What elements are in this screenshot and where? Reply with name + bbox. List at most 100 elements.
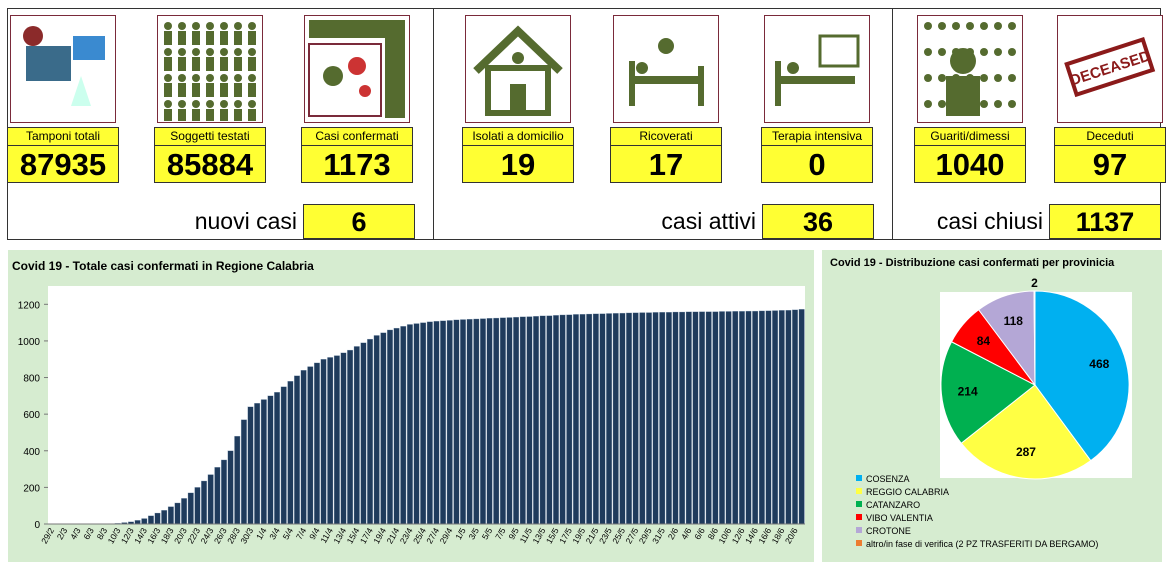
bar [460,319,466,525]
icon-graphic [629,38,704,106]
summary: casi attivi 36 [661,203,874,240]
bar [294,375,300,525]
bar [480,318,486,525]
stat-card: Casi confermati 1173 [301,15,413,183]
stat-card: Isolati a domicilio 19 [462,15,574,183]
icon [917,15,1023,123]
bar [599,313,606,525]
pie-slice [1034,290,1130,462]
bar [426,321,433,525]
bar [792,309,798,525]
bar [267,395,274,525]
bar [287,381,294,525]
bar [280,386,287,525]
card-label: Casi confermati [301,127,413,146]
pie-slice [1033,290,1036,386]
bar [486,318,493,525]
bar [161,510,168,525]
bar [360,342,367,525]
card-label: Ricoverati [610,127,722,146]
icon [613,15,719,123]
card-value: 17 [610,146,722,183]
bar [778,310,785,525]
summary-value: 6 [303,204,415,239]
icon-graphic [164,22,256,123]
bar [553,315,559,525]
y-tick-label: 0 [34,520,40,531]
card-value: 85884 [154,146,266,183]
bar [652,312,659,525]
bar [181,498,188,525]
legend-swatch [856,501,862,507]
legend-swatch [856,527,862,533]
bar [639,312,646,525]
bar [732,311,739,525]
bar [313,362,320,525]
bar-chart: Covid 19 - Totale casi confermati in Reg… [8,250,814,562]
bar [221,459,227,525]
bar [526,316,533,525]
bar [367,338,373,525]
stat-card: Terapia intensiva 0 [761,15,873,183]
bar [413,323,420,525]
summary: casi chiusi 1137 [937,203,1161,240]
y-tick-label: 400 [23,447,40,458]
bar [174,502,181,525]
card-label: Isolati a domicilio [462,127,574,146]
stat-card: Ricoverati 17 [610,15,722,183]
bar [592,313,599,525]
pie-slice [960,384,1092,480]
bar [679,311,686,525]
bar [420,322,427,525]
bar [201,480,207,525]
summary-label: casi chiusi [936,208,1043,234]
value-label: 214 [958,384,978,398]
legend-label: REGGIO CALABRIA [866,487,949,497]
bar [446,320,453,525]
bar [632,312,639,525]
plot-area [48,286,805,524]
bar [646,312,652,525]
bar [519,316,526,525]
bar [406,324,413,525]
card-value: 0 [761,146,873,183]
bar [167,506,174,525]
icon [157,15,263,123]
icon-graphic: DECEASED [1064,36,1156,98]
legend-swatch [856,540,862,546]
stat-card: Soggetti testati 85884 [154,15,266,183]
bar [274,392,281,525]
bar [659,312,666,525]
summary-label: casi attivi [661,208,756,234]
bar [234,435,241,525]
bar [387,329,393,525]
bar [798,309,805,525]
bar [333,355,340,525]
card-label: Terapia intensiva [761,127,873,146]
bar [373,335,380,525]
bar [320,359,327,525]
bar [307,366,314,525]
bar [187,492,194,525]
bar [353,346,360,525]
bar [260,399,267,525]
card-label: Deceduti [1054,127,1166,146]
bar [400,326,407,525]
bar [327,357,334,525]
icon [465,15,571,123]
bar [393,327,400,525]
stat-card: Tamponi totali 87935 [7,15,119,183]
bar [380,332,387,525]
icon [304,15,410,123]
bar [772,310,779,525]
panel [892,8,1161,240]
bar [758,310,765,525]
y-tick-label: 1000 [18,337,41,348]
icon-graphic [473,25,563,116]
bar [227,450,234,525]
bar [705,311,712,525]
bar [579,314,586,525]
icon-graphic [23,26,105,106]
legend-swatch [856,514,862,520]
